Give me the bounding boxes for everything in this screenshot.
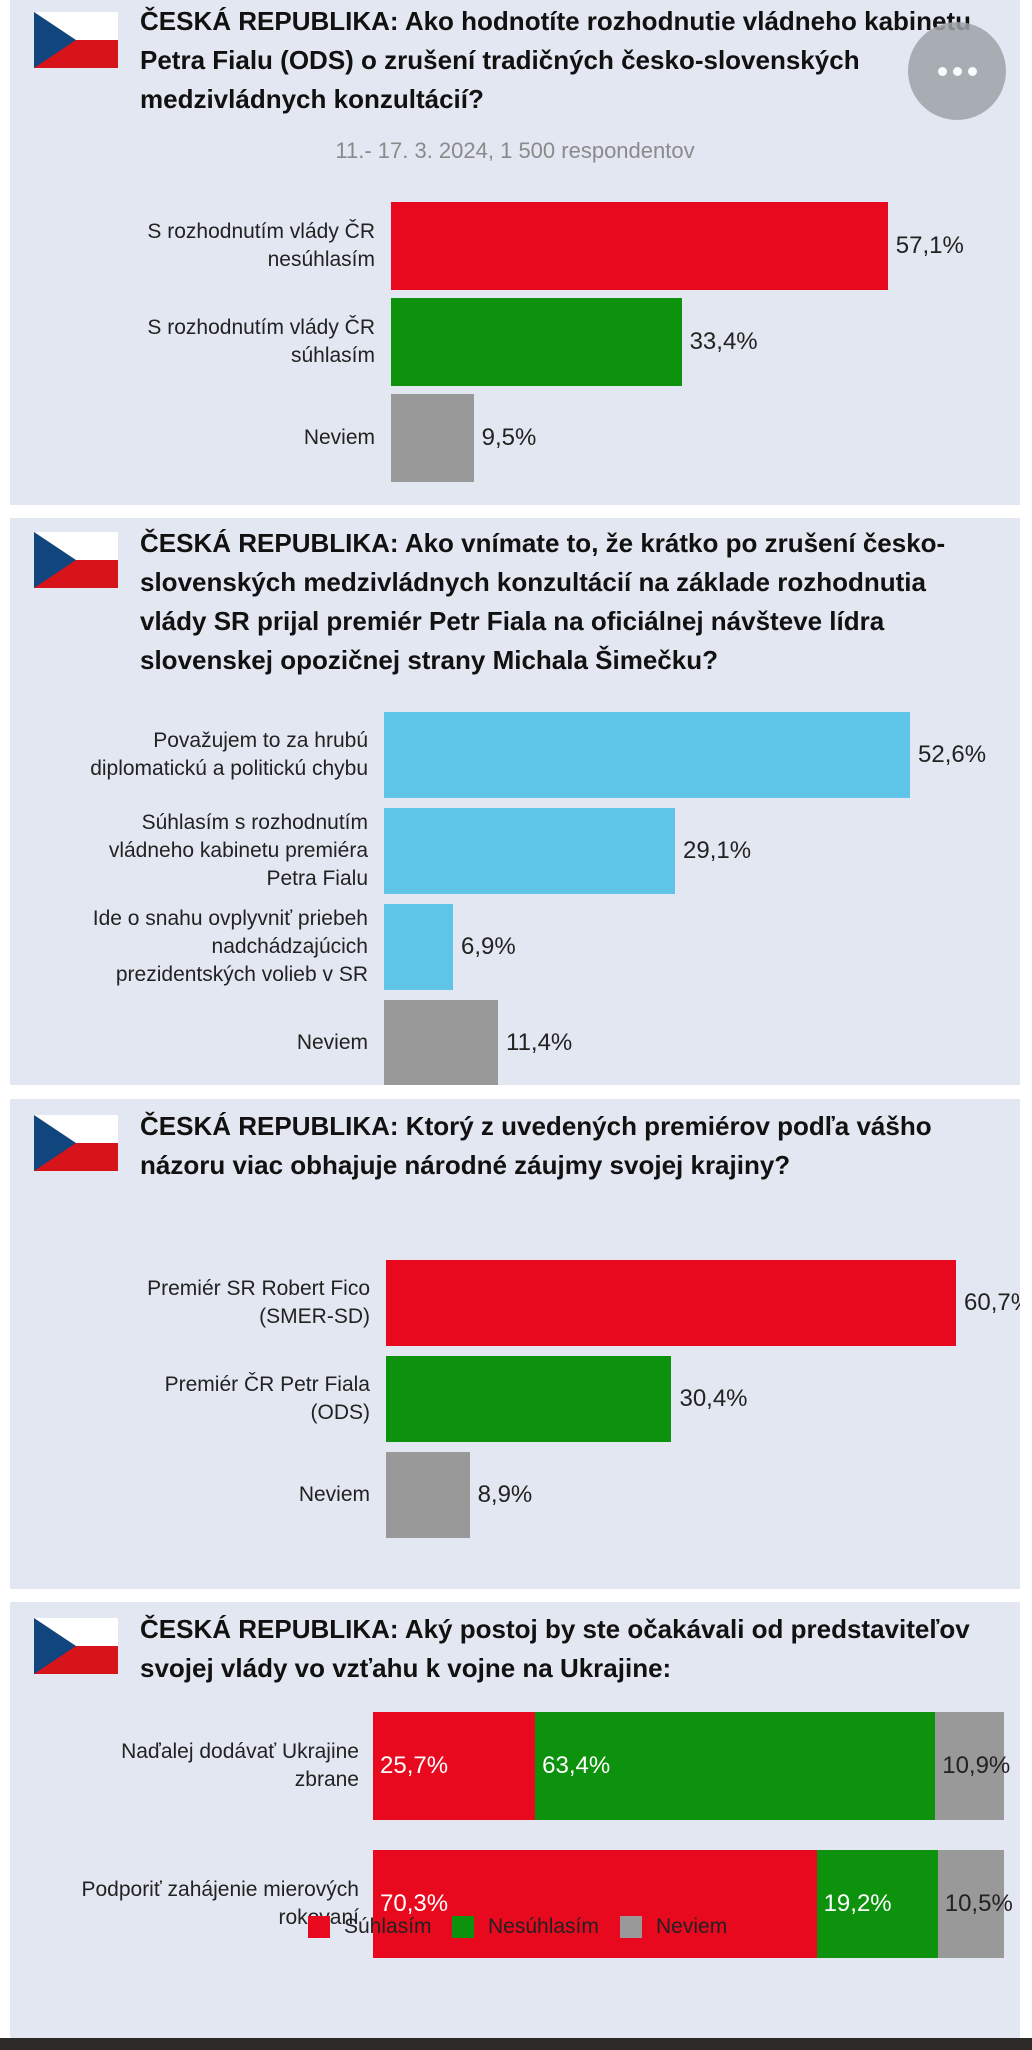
category-label: S rozhodnutím vlády ČR súhlasím bbox=[147, 316, 375, 367]
czech-flag-icon bbox=[34, 12, 118, 68]
value-label: 52,6% bbox=[918, 741, 987, 768]
bar bbox=[384, 1000, 498, 1085]
legend-label: Neviem bbox=[656, 1915, 728, 1938]
legend-label: Nesúhlasím bbox=[488, 1915, 599, 1938]
category-label: Naďalej dodávať Ukrajine zbrane bbox=[121, 1740, 359, 1791]
segment-value-label: 19,2% bbox=[823, 1890, 892, 1917]
stacked-segment bbox=[373, 1850, 817, 1958]
category-label: Neviem bbox=[303, 426, 375, 449]
category-label: Súhlasím s rozhodnutím vládneho kabinetu … bbox=[108, 811, 368, 890]
value-label: 30,4% bbox=[679, 1385, 748, 1412]
value-label: 60,7% bbox=[964, 1289, 1020, 1316]
category-label: Neviem bbox=[298, 1483, 370, 1506]
more-options-button[interactable] bbox=[908, 22, 1006, 120]
chart-title: ČESKÁ REPUBLIKA: Aký postoj by ste očaká… bbox=[140, 1614, 970, 1683]
segment-value-label: 70,3% bbox=[380, 1890, 449, 1917]
category-label: Premiér SR Robert Fico (SMER-SD) bbox=[147, 1277, 370, 1328]
czech-flag-icon bbox=[34, 1115, 118, 1171]
bar bbox=[384, 808, 675, 894]
value-label: 9,5% bbox=[481, 424, 537, 451]
segment-value-label: 10,5% bbox=[944, 1890, 1013, 1917]
legend-swatch bbox=[308, 1916, 330, 1938]
chart-subtitle: 11.- 17. 3. 2024, 1 500 respondentov bbox=[335, 138, 695, 163]
stacked-segment bbox=[816, 1850, 938, 1958]
bar bbox=[386, 1452, 470, 1538]
segment-value-label: 25,7% bbox=[380, 1752, 449, 1779]
bar bbox=[384, 904, 453, 990]
segment-value-label: 63,4% bbox=[542, 1752, 611, 1779]
chart-panel-2: ČESKÁ REPUBLIKA: Ako vnímate to, že krát… bbox=[10, 518, 1020, 1085]
stacked-segment bbox=[373, 1712, 536, 1820]
stacked-segment bbox=[535, 1712, 936, 1820]
value-label: 11,4% bbox=[506, 1029, 573, 1056]
bar bbox=[386, 1356, 672, 1442]
bar bbox=[384, 712, 910, 798]
legend-item: Súhlasím bbox=[308, 1915, 432, 1939]
segment-value-label: 10,9% bbox=[942, 1752, 1011, 1779]
category-label: Neviem bbox=[296, 1031, 368, 1054]
chart-panel-4: ČESKÁ REPUBLIKA: Aký postoj by ste očaká… bbox=[10, 1602, 1020, 2038]
legend-swatch bbox=[452, 1916, 474, 1938]
category-label: Premiér ČR Petr Fiala (ODS) bbox=[164, 1373, 370, 1424]
category-label: S rozhodnutím vlády ČR nesúhlasím bbox=[147, 220, 375, 271]
czech-flag-icon bbox=[34, 532, 118, 588]
legend: Súhlasím Nesúhlasím Neviem bbox=[10, 1915, 1020, 1945]
stacked-segment bbox=[937, 1850, 1004, 1958]
chart-panel-3: ČESKÁ REPUBLIKA: Ktorý z uvedených premi… bbox=[10, 1099, 1020, 1589]
legend-label: Súhlasím bbox=[344, 1915, 432, 1938]
chart-title: ČESKÁ REPUBLIKA: Ktorý z uvedených premi… bbox=[140, 1111, 932, 1180]
value-label: 29,1% bbox=[683, 837, 752, 864]
bar bbox=[391, 202, 888, 290]
stacked-segment bbox=[935, 1712, 1004, 1820]
czech-flag-icon bbox=[34, 1618, 118, 1674]
value-label: 8,9% bbox=[477, 1481, 533, 1508]
legend-item: Neviem bbox=[620, 1915, 727, 1939]
bottom-bar bbox=[0, 2038, 1032, 2050]
bar bbox=[391, 394, 474, 482]
value-label: 6,9% bbox=[461, 933, 516, 960]
bar bbox=[386, 1260, 956, 1346]
chart-panel-1: ČESKÁ REPUBLIKA: Ako hodnotíte rozhodnut… bbox=[10, 0, 1020, 505]
category-label: Ide o snahu ovplyvniť priebeh nadchádzajú… bbox=[92, 907, 368, 986]
bar bbox=[391, 298, 682, 386]
chart-title: ČESKÁ REPUBLIKA: Ako vnímate to, že krát… bbox=[140, 528, 946, 675]
legend-item: Nesúhlasím bbox=[452, 1915, 599, 1939]
legend-swatch bbox=[620, 1916, 642, 1938]
value-label: 57,1% bbox=[895, 232, 964, 259]
category-label: Považujem to za hrubú diplomatickú a poli… bbox=[90, 729, 368, 780]
chart-title: ČESKÁ REPUBLIKA: Ako hodnotíte rozhodnut… bbox=[140, 6, 972, 114]
value-label: 33,4% bbox=[689, 328, 758, 355]
